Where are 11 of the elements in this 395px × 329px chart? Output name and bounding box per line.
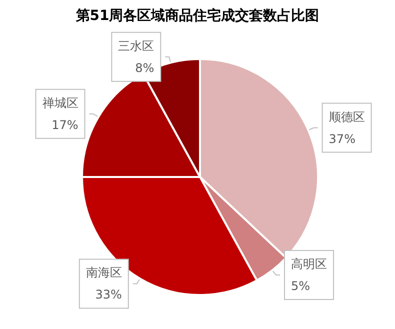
data-label: 37%	[328, 132, 356, 146]
slice-label: 禅城区	[42, 96, 78, 110]
slice-label: 高明区	[291, 256, 327, 271]
data-label: 17%	[52, 118, 78, 132]
data-label: 5%	[291, 278, 310, 293]
slice-label: 顺德区	[328, 110, 365, 124]
slice-label: 三水区	[118, 38, 154, 53]
slice-label: 南海区	[86, 266, 122, 280]
data-label: 8%	[135, 60, 154, 75]
chart-title: 第51周各区域商品住宅成交套数占比图	[74, 7, 320, 24]
data-label: 33%	[95, 288, 122, 302]
